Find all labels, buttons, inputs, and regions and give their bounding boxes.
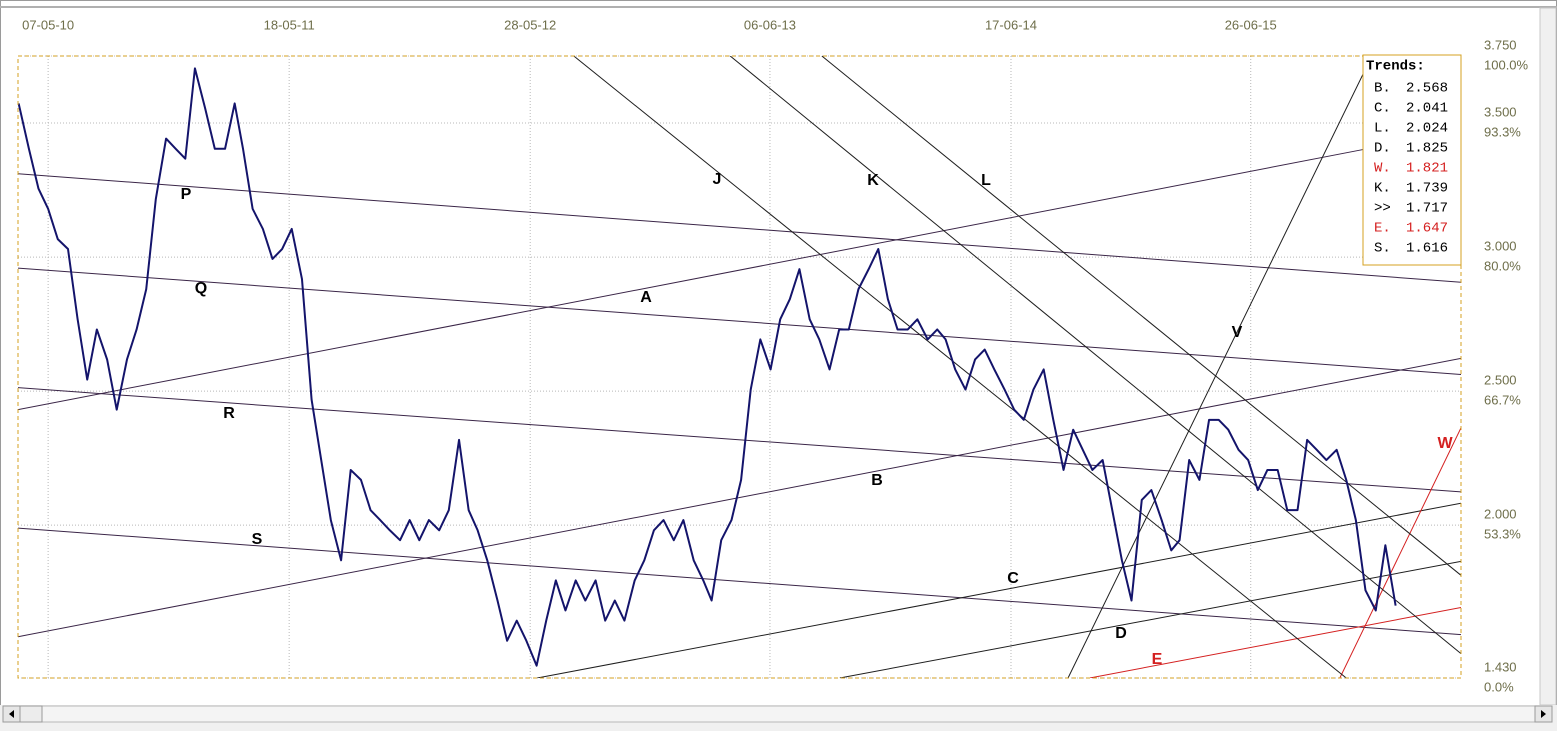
trend-row-value: 2.024 (1406, 121, 1448, 137)
trend-label: R (223, 405, 235, 422)
y-tick-label: 3.500 (1484, 104, 1517, 119)
trends-box-title: Trends: (1366, 59, 1425, 75)
trend-label: S (252, 531, 263, 548)
trend-line (18, 149, 1364, 411)
trend-label: C (1007, 570, 1019, 587)
trend-row-value: 1.821 (1406, 161, 1448, 177)
y-tick-label: 3.000 (1484, 239, 1517, 254)
y-tick-label: 3.750 (1484, 37, 1517, 52)
trend-row-name: D. (1374, 141, 1391, 157)
right-panel (1539, 7, 1557, 706)
trend-row-name: W. (1374, 161, 1391, 177)
trend-label: L (981, 172, 991, 189)
trend-row-value: 1.616 (1406, 241, 1448, 257)
trend-line (18, 527, 1461, 636)
trend-row-name: S. (1374, 241, 1391, 257)
trend-label: D (1115, 625, 1127, 642)
x-tick-label: 06-06-13 (744, 17, 796, 32)
trend-row-value: 2.568 (1406, 81, 1448, 97)
trend-row-value: 1.717 (1406, 201, 1448, 217)
y-tick-percent: 93.3% (1484, 124, 1521, 139)
trend-line (537, 502, 1461, 678)
scroll-left-arrow (9, 710, 14, 718)
trend-line (18, 173, 1461, 283)
trends-box: Trends: B. 2.568 C. 2.041 L. 2.024 D. 1.825 W. 1.8… (1362, 54, 1462, 266)
trend-row-value: 2.041 (1406, 101, 1448, 117)
trend-row-name: B. (1374, 81, 1391, 97)
scrollbar[interactable] (2, 705, 1553, 723)
trend-row-name: C. (1374, 101, 1391, 117)
y-tick-percent: 100.0% (1484, 57, 1529, 72)
trend-line (839, 560, 1461, 678)
y-tick-percent: 0.0% (1484, 679, 1514, 694)
trend-row-value: 1.647 (1406, 221, 1448, 237)
x-tick-label: 17-06-14 (985, 17, 1037, 32)
trend-label: W (1437, 435, 1453, 452)
price-series (18, 67, 1397, 667)
trend-label: K (867, 172, 879, 189)
trend-line (729, 56, 1461, 654)
y-tick-percent: 53.3% (1484, 527, 1521, 542)
labels: 07-05-10 18-05-11 28-05-12 06-06-13 17-06-14… (22, 17, 1528, 694)
trend-line (1339, 427, 1461, 678)
x-tick-label: 07-05-10 (22, 17, 74, 32)
trend-lines (18, 56, 1461, 678)
trend-line (18, 387, 1461, 493)
trend-label: A (640, 289, 652, 306)
trend-label: B (871, 472, 883, 489)
trend-row-name: K. (1374, 181, 1391, 197)
trend-row-value: 1.825 (1406, 141, 1448, 157)
scroll-right-arrow (1541, 710, 1546, 718)
trend-row-name: L. (1374, 121, 1391, 137)
trend-line (1067, 56, 1373, 678)
trend-line (18, 357, 1461, 638)
trend-line (573, 56, 1347, 678)
x-tick-label: 28-05-12 (504, 17, 556, 32)
y-tick-label: 2.000 (1484, 507, 1517, 522)
trend-label: P (181, 186, 192, 203)
x-tick-label: 26-06-15 (1225, 17, 1277, 32)
y-tick-percent: 80.0% (1484, 259, 1521, 274)
price-line (18, 67, 1397, 667)
y-tick-percent: 66.7% (1484, 393, 1521, 408)
trend-line (1089, 606, 1461, 678)
y-tick-label: 2.500 (1484, 373, 1517, 388)
trend-label: Q (195, 280, 207, 297)
x-tick-label: 18-05-11 (264, 17, 315, 32)
trend-line (821, 56, 1461, 576)
scroll-thumb[interactable] (19, 705, 43, 723)
trends-box-frame (1362, 54, 1462, 266)
trend-label: J (713, 171, 722, 188)
trend-label: E (1152, 651, 1163, 668)
trend-row-name: >> (1374, 201, 1391, 217)
y-tick-label: 1.430 (1484, 659, 1517, 674)
trend-row-value: 1.739 (1406, 181, 1448, 197)
trend-row-name: E. (1374, 221, 1391, 237)
trend-label: V (1232, 324, 1243, 341)
trend-line (18, 267, 1461, 376)
plot-border (17, 55, 1462, 679)
